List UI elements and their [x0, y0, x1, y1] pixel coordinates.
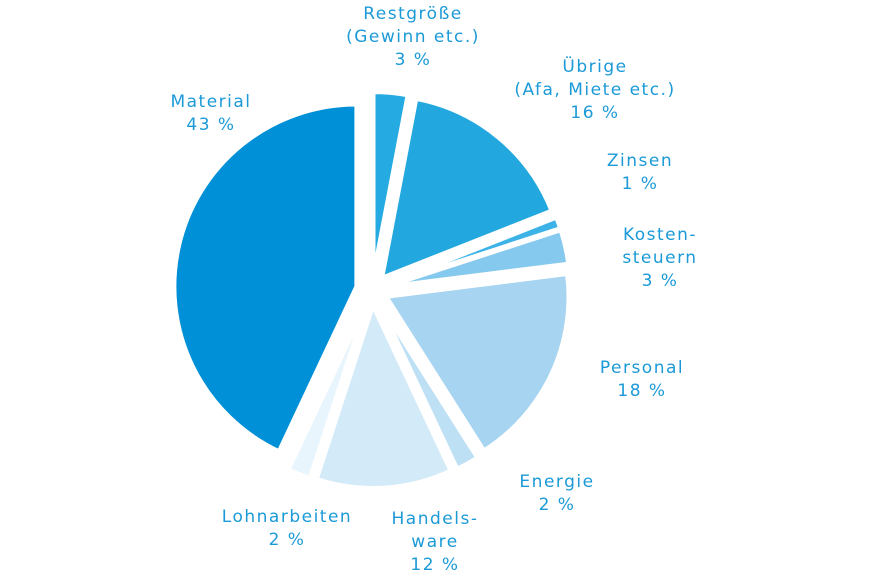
- value-label: 12 %: [410, 555, 460, 575]
- category-label: Lohnarbeiten: [221, 507, 353, 527]
- slice-label: Handels- ware 12 %: [325, 508, 545, 577]
- slice-label: Zinsen 1 %: [530, 150, 750, 196]
- value-label: 3 %: [641, 271, 679, 291]
- value-label: 2 %: [538, 495, 576, 515]
- slice-label: Personal 18 %: [532, 357, 752, 403]
- value-label: 18 %: [617, 381, 667, 401]
- value-label: 1 %: [621, 174, 659, 194]
- pie-slice: [383, 271, 571, 454]
- value-label: 43 %: [186, 115, 236, 135]
- category-label: Zinsen: [606, 151, 674, 171]
- pie-slice: [314, 300, 454, 490]
- category-label: Handels- ware: [391, 509, 479, 552]
- pie-slice: [285, 304, 369, 481]
- category-label: Kosten- steuern: [622, 225, 698, 268]
- slice-label: Energie 2 %: [447, 471, 667, 517]
- pie-slice: [386, 227, 571, 289]
- slice-label: Kosten- steuern 3 %: [550, 224, 770, 293]
- value-label: 3 %: [394, 50, 432, 70]
- value-label: 2 %: [268, 530, 306, 550]
- value-label: 16 %: [570, 103, 620, 123]
- category-label: Energie: [519, 472, 595, 492]
- slice-label: Übrige (Afa, Miete etc.) 16 %: [485, 56, 705, 125]
- category-label: Restgröße (Gewinn etc.): [346, 4, 480, 47]
- category-label: Personal: [599, 358, 685, 378]
- pie-slice: [172, 102, 359, 454]
- pie-slice: [386, 214, 563, 287]
- slice-label: Material 43 %: [101, 91, 321, 137]
- category-label: Material: [170, 92, 252, 112]
- slice-label: Restgröße (Gewinn etc.) 3 %: [303, 3, 523, 72]
- category-label: Übrige (Afa, Miete etc.): [514, 57, 676, 100]
- slice-label: Lohnarbeiten 2 %: [177, 506, 397, 552]
- pie-slice: [371, 90, 410, 275]
- pie-slice: [377, 302, 480, 472]
- pie-slice: [379, 96, 555, 281]
